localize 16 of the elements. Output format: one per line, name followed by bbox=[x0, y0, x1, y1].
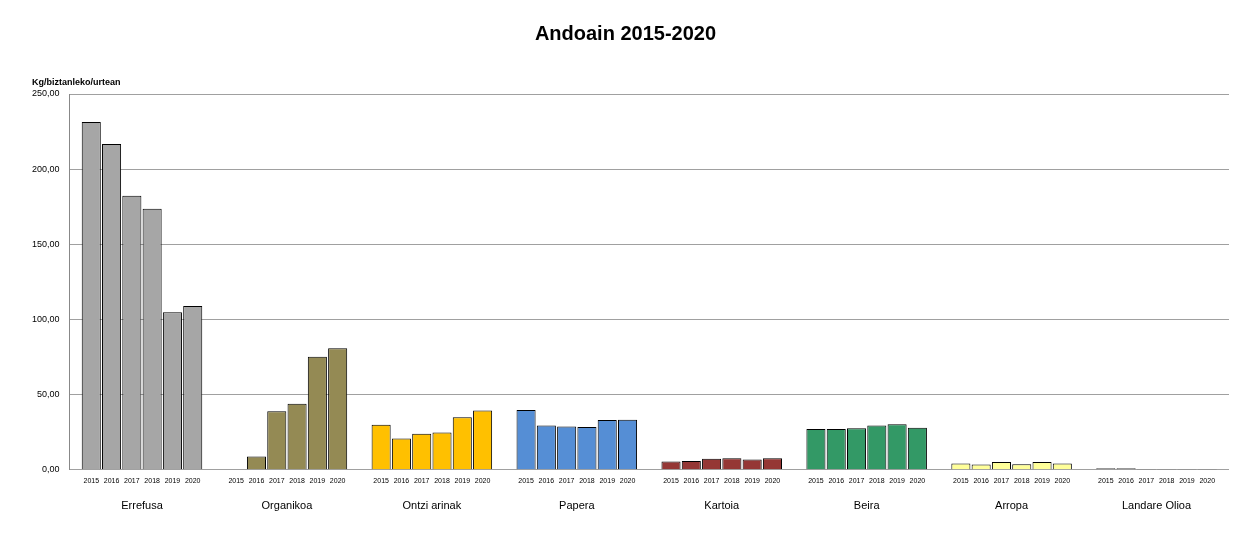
x-tick-label: Kartoia bbox=[704, 499, 741, 512]
x-tick-label: Beira bbox=[853, 499, 881, 512]
y-tick-label: 0,00 bbox=[42, 464, 60, 475]
y-tick-label: 50,00 bbox=[37, 389, 60, 400]
y-tick-label: 100,00 bbox=[32, 313, 60, 324]
x-tick-label: Ontzi arinak bbox=[402, 499, 462, 512]
x-tick-label: Errefusa bbox=[121, 499, 164, 512]
y-tick-label: 200,00 bbox=[32, 163, 60, 174]
x-tick-label: Papera bbox=[559, 499, 596, 512]
x-tick-label: Landare Olioa bbox=[1121, 499, 1192, 512]
y-axis-title: Kg/biztanleko/urtean bbox=[32, 77, 121, 88]
y-tick-label: 250,00 bbox=[32, 88, 60, 99]
y-tick-label: 150,00 bbox=[32, 238, 60, 249]
chart-title: Andoain 2015-2020 bbox=[534, 21, 717, 44]
x-tick-label: Organikoa bbox=[261, 499, 314, 512]
x-tick-label: Arropa bbox=[995, 499, 1029, 512]
